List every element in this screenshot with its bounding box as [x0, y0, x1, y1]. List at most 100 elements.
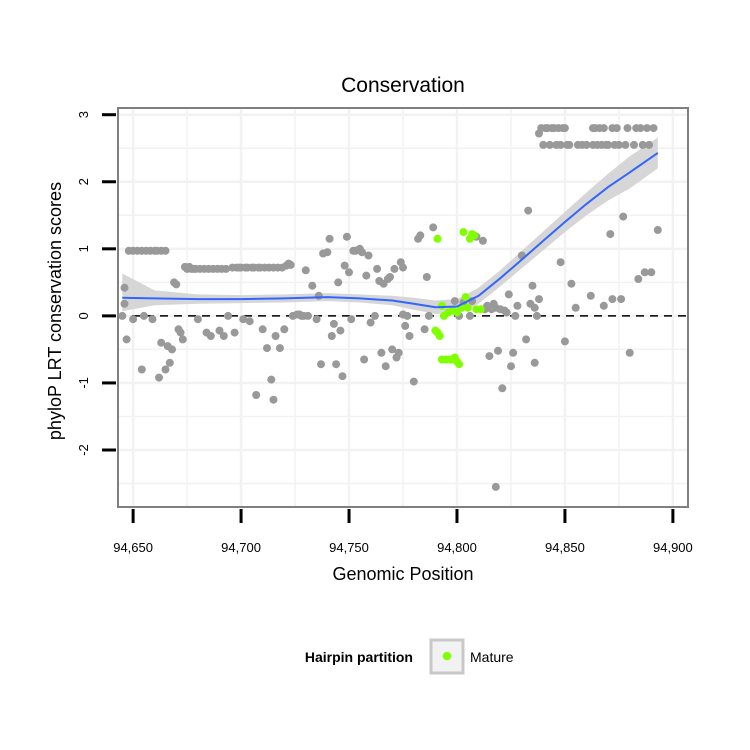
data-point-other [524, 206, 533, 215]
legend: Hairpin partition Mature [305, 638, 514, 675]
data-point-other [269, 395, 278, 404]
data-point-other [645, 140, 654, 149]
y-tick-label: -1 [76, 377, 91, 389]
data-point-other [614, 140, 623, 149]
y-tick-label: 1 [76, 245, 91, 252]
data-point-other [224, 311, 233, 320]
chart-title: Conservation [341, 74, 465, 97]
points-mature [431, 228, 485, 369]
data-point-other [565, 140, 574, 149]
data-point-mature [461, 293, 470, 302]
data-point-other [263, 344, 271, 353]
data-point-other [429, 223, 438, 232]
x-tick-label: 94,650 [113, 540, 153, 555]
data-point-other [649, 124, 658, 133]
data-point-other [312, 315, 321, 324]
data-point-other [230, 328, 239, 337]
data-point-other [373, 264, 382, 273]
x-tick-label: 94,800 [437, 540, 477, 555]
data-point-other [513, 301, 522, 310]
data-point-other [120, 283, 129, 292]
data-point-other [317, 360, 325, 369]
data-point-other [522, 335, 531, 344]
x-axis: 94,650 94,700 94,750 94,800 94,850 94,900 [113, 509, 693, 555]
data-point-other [530, 358, 539, 367]
legend-title: Hairpin partition [305, 649, 413, 665]
data-point-other [625, 348, 634, 357]
legend-key-mature [442, 651, 452, 661]
data-point-other [532, 311, 541, 320]
points-other [118, 124, 662, 491]
data-point-other [340, 261, 349, 270]
panel-border [117, 107, 689, 508]
data-point-other [239, 315, 248, 324]
data-point-other [286, 260, 295, 269]
x-axis-title: Genomic Position [332, 564, 473, 584]
data-point-other [394, 348, 403, 357]
data-point-mature [470, 231, 479, 240]
data-point-other [399, 263, 407, 272]
x-tick-label: 94,850 [545, 540, 585, 555]
data-point-other [386, 273, 394, 281]
data-point-other [504, 290, 513, 299]
data-point-other [148, 315, 157, 324]
data-point-other [586, 291, 595, 300]
data-point-other [314, 291, 323, 300]
data-point-other [485, 352, 494, 361]
x-tick-label: 94,700 [221, 540, 261, 555]
data-point-other [604, 140, 613, 149]
data-point-other [245, 317, 254, 326]
data-point-other [347, 315, 356, 324]
data-point-other [608, 295, 617, 304]
data-point-other [122, 335, 131, 344]
data-point-other [450, 297, 459, 306]
data-point-other [630, 140, 638, 149]
data-point-other [118, 311, 127, 320]
data-point-other [193, 315, 202, 324]
data-point-mature [435, 332, 444, 340]
y-tick-label: -2 [76, 444, 91, 456]
data-point-other [366, 318, 375, 327]
data-point-mature [455, 360, 464, 369]
data-point-other [370, 311, 379, 320]
data-point-other [360, 355, 369, 364]
x-tick-label: 94,900 [653, 540, 693, 555]
y-tick-label: 0 [76, 312, 91, 319]
data-point-other [271, 332, 280, 340]
data-point-other [405, 332, 414, 340]
smooth-trend-line [122, 152, 659, 309]
y-tick-label: 2 [76, 178, 91, 185]
data-point-mature [463, 303, 472, 312]
data-point-other [157, 338, 166, 347]
data-point-other [206, 332, 215, 340]
data-point-other [308, 281, 317, 290]
y-axis: -2 -1 0 1 2 3 [76, 111, 116, 456]
data-point-other [498, 384, 507, 393]
data-point-mature [433, 234, 442, 243]
data-point-other [168, 345, 176, 354]
data-point-other [342, 232, 351, 241]
data-point-other [599, 124, 608, 133]
data-point-other [509, 348, 518, 357]
data-point-other [137, 365, 146, 374]
data-point-other [494, 346, 502, 355]
data-point-other [327, 332, 336, 340]
data-point-other [653, 226, 662, 234]
data-point-other [172, 280, 181, 289]
data-point-other [556, 258, 565, 267]
data-point-other [120, 299, 129, 308]
data-point-other [556, 140, 565, 149]
data-point-mature [437, 301, 446, 310]
data-point-other [621, 140, 630, 149]
data-point-other [403, 311, 412, 320]
data-point-other [222, 264, 230, 273]
data-point-other [606, 230, 615, 239]
data-point-other [381, 362, 390, 371]
data-point-other [528, 281, 537, 290]
data-point-other [619, 212, 628, 221]
data-point-other [530, 303, 539, 312]
legend-label-mature: Mature [470, 649, 514, 665]
data-point-other [599, 301, 608, 310]
data-point-other [643, 124, 651, 133]
y-axis-title: phyloP LRT conservation scores [45, 182, 65, 440]
